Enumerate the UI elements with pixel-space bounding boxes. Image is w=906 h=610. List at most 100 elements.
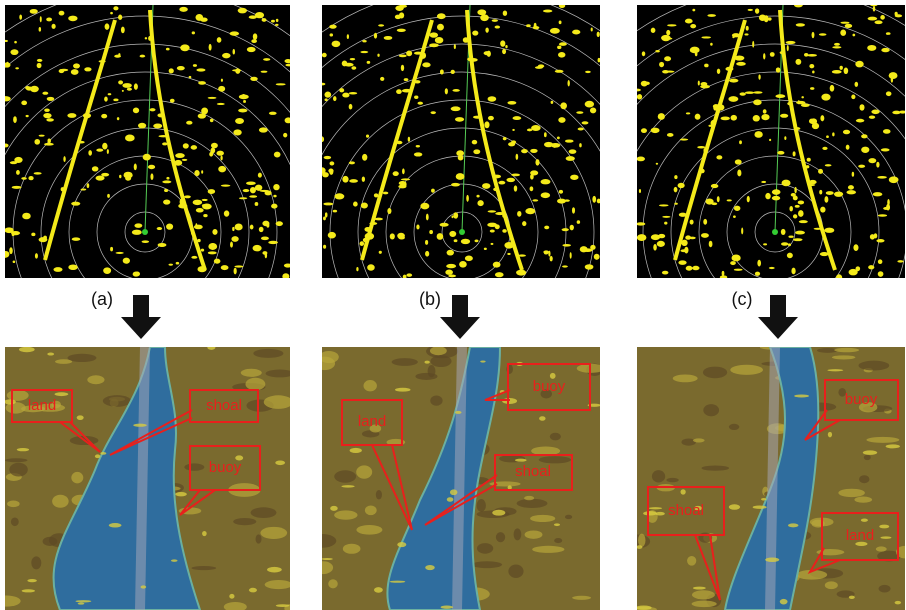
echo	[43, 113, 51, 118]
echo	[232, 227, 234, 231]
echo	[76, 600, 92, 602]
echo	[639, 189, 641, 193]
echo	[425, 240, 428, 245]
echo	[329, 25, 336, 29]
echo	[873, 6, 876, 12]
echo	[37, 63, 42, 68]
echo	[201, 170, 203, 173]
echo	[897, 260, 903, 262]
echo	[569, 149, 577, 154]
echo	[276, 19, 279, 22]
echo	[594, 254, 600, 260]
echo	[260, 190, 270, 192]
echo	[30, 9, 38, 14]
echo	[153, 124, 162, 129]
echo	[868, 265, 874, 269]
echo	[214, 259, 221, 264]
echo	[517, 211, 521, 217]
echo	[67, 113, 76, 118]
echo	[681, 489, 686, 494]
echo	[825, 164, 832, 166]
echo	[559, 190, 563, 194]
echo	[445, 270, 453, 275]
echo	[770, 52, 775, 57]
echo	[757, 260, 761, 267]
echo	[96, 175, 105, 180]
echo	[495, 26, 500, 29]
echo	[846, 145, 850, 150]
echo	[476, 195, 479, 198]
land-patch	[703, 404, 719, 416]
echo	[143, 154, 151, 161]
echo	[35, 253, 38, 258]
echo	[752, 41, 754, 48]
echo	[401, 65, 404, 71]
land-patch	[191, 566, 216, 570]
land-patch	[876, 546, 887, 551]
echo	[134, 223, 142, 228]
echo	[895, 601, 901, 604]
echo	[485, 27, 488, 32]
echo	[118, 15, 122, 20]
echo	[522, 221, 526, 226]
echo	[47, 353, 54, 356]
echo	[473, 149, 480, 154]
echo	[477, 9, 486, 15]
echo	[761, 181, 766, 183]
echo	[81, 188, 87, 190]
echo	[339, 88, 344, 92]
echo	[559, 42, 567, 46]
echo	[658, 234, 665, 238]
echo	[820, 115, 824, 121]
echo	[492, 510, 505, 516]
echo	[798, 210, 804, 217]
echo	[422, 62, 430, 67]
land-patch	[514, 528, 522, 540]
echo	[585, 71, 591, 73]
echo	[360, 51, 368, 53]
echo	[659, 62, 664, 67]
echo	[674, 203, 678, 205]
echo	[398, 236, 405, 240]
land-patch	[9, 463, 27, 477]
echo	[539, 416, 545, 421]
echo	[557, 46, 561, 49]
echo	[642, 51, 646, 56]
callout-text: shoal	[206, 397, 242, 414]
echo	[42, 92, 48, 95]
echo	[709, 241, 713, 248]
echo	[104, 96, 108, 101]
echo	[787, 45, 789, 51]
echo	[166, 224, 173, 230]
echo	[220, 156, 222, 161]
echo	[276, 604, 290, 607]
echo	[511, 174, 520, 177]
echo	[395, 388, 411, 392]
echo	[810, 87, 814, 90]
echo	[374, 587, 383, 593]
echo	[451, 106, 461, 111]
echo	[403, 275, 407, 280]
echo	[565, 139, 573, 142]
echo	[720, 275, 727, 279]
echo	[591, 27, 593, 31]
echo	[231, 236, 238, 242]
echo	[16, 170, 20, 175]
land-patch	[334, 510, 357, 519]
echo	[268, 241, 278, 244]
echo	[12, 186, 22, 189]
echo	[249, 588, 257, 593]
echo	[192, 31, 195, 34]
land-patch	[692, 590, 715, 599]
own-ship	[772, 229, 778, 235]
echo	[118, 53, 120, 56]
echo	[148, 165, 155, 170]
echo	[84, 67, 91, 71]
echo	[506, 178, 515, 182]
echo	[734, 269, 743, 271]
echo	[211, 143, 218, 148]
echo	[362, 154, 367, 161]
echo	[559, 21, 562, 25]
echo	[123, 258, 130, 264]
echo	[416, 225, 419, 230]
